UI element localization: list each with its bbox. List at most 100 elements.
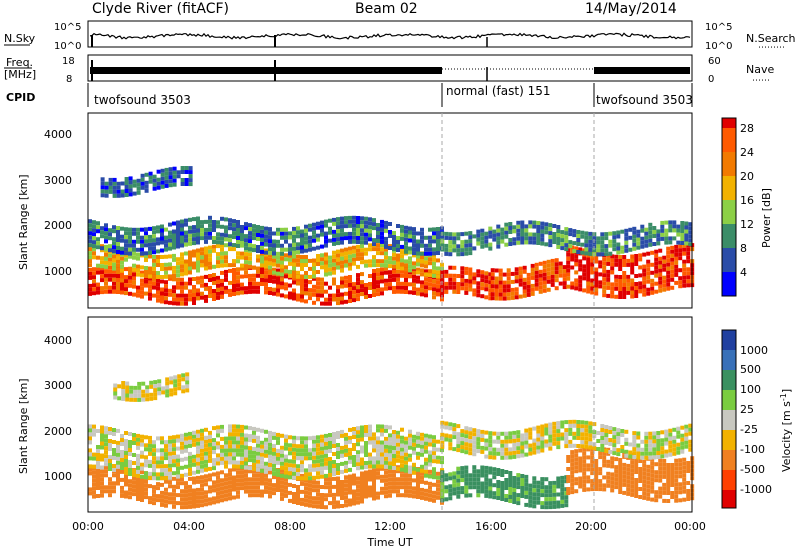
heatmap-cell xyxy=(540,241,545,246)
heatmap-cell xyxy=(456,252,461,257)
heatmap-cell xyxy=(634,258,639,262)
heatmap-cell xyxy=(526,292,531,297)
heatmap-cell xyxy=(316,293,320,298)
heatmap-cell xyxy=(224,217,228,222)
heatmap-cell xyxy=(512,237,517,242)
heatmap-cell xyxy=(276,456,280,461)
heatmap-cell xyxy=(328,449,332,453)
heatmap-cell xyxy=(132,480,136,485)
heatmap-cell xyxy=(530,263,535,268)
heatmap-cell xyxy=(532,496,537,501)
heatmap-cell xyxy=(276,472,280,477)
velocity-cbar-4 xyxy=(722,410,736,430)
heatmap-cell xyxy=(606,483,611,488)
heatmap-cell xyxy=(664,228,669,233)
heatmap-cell xyxy=(642,459,647,464)
heatmap-cell xyxy=(104,244,108,249)
heatmap-cell xyxy=(116,444,120,449)
heatmap-cell xyxy=(670,475,675,479)
heatmap-cell xyxy=(666,250,671,255)
heatmap-cell xyxy=(196,256,200,261)
heatmap-cell xyxy=(232,231,236,236)
heatmap-cell xyxy=(256,473,260,478)
heatmap-cell xyxy=(472,481,477,486)
heatmap-cell xyxy=(614,294,619,299)
heatmap-cell xyxy=(316,492,320,497)
heatmap-cell xyxy=(556,500,561,505)
heatmap-cell xyxy=(650,473,655,478)
heatmap-cell xyxy=(408,250,412,255)
heatmap-cell xyxy=(556,441,561,446)
heatmap-cell xyxy=(308,223,312,228)
heatmap-cell xyxy=(480,286,485,291)
heatmap-cell xyxy=(148,266,152,271)
heatmap-cell xyxy=(276,460,280,465)
heatmap-cell xyxy=(560,483,565,488)
heatmap-cell xyxy=(556,433,561,438)
heatmap-cell xyxy=(412,243,416,248)
heatmap-cell xyxy=(528,240,533,245)
heatmap-cell xyxy=(180,477,184,482)
heatmap-cell xyxy=(536,492,541,497)
heatmap-cell xyxy=(650,250,655,255)
heatmap-cell xyxy=(148,175,153,180)
heatmap-cell xyxy=(448,434,453,439)
heatmap-cell xyxy=(620,249,625,254)
heatmap-cell xyxy=(164,243,168,248)
heatmap-cell xyxy=(264,230,268,235)
heatmap-cell xyxy=(148,475,152,480)
heatmap-cell xyxy=(216,240,220,245)
heatmap-cell xyxy=(148,270,152,275)
heatmap-cell xyxy=(472,448,477,453)
heatmap-cell xyxy=(404,237,408,242)
heatmap-cell xyxy=(244,246,248,251)
heatmap-cell xyxy=(428,458,432,463)
heatmap-cell xyxy=(276,239,280,244)
heatmap-cell xyxy=(380,428,384,433)
heatmap-cell xyxy=(125,385,130,390)
heatmap-cell xyxy=(546,263,551,268)
heatmap-cell xyxy=(352,235,356,240)
heatmap-cell xyxy=(654,470,659,475)
heatmap-cell xyxy=(636,245,641,250)
heatmap-cell xyxy=(116,226,120,230)
heatmap-cell xyxy=(392,442,396,446)
heatmap-cell xyxy=(578,464,583,469)
heatmap-cell xyxy=(520,228,525,233)
heatmap-cell xyxy=(196,224,200,229)
heatmap-cell xyxy=(496,468,501,472)
heatmap-cell xyxy=(348,279,352,283)
heatmap-cell xyxy=(568,419,573,424)
heatmap-cell xyxy=(284,282,288,287)
heatmap-cell xyxy=(260,237,264,242)
heatmap-cell xyxy=(136,497,140,501)
heatmap-cell xyxy=(268,446,272,451)
heatmap-cell xyxy=(408,234,412,239)
heatmap-cell xyxy=(188,174,193,179)
heatmap-cell xyxy=(268,450,272,455)
heatmap-cell xyxy=(672,447,677,452)
heatmap-cell xyxy=(136,457,140,462)
heatmap-cell xyxy=(380,490,384,495)
heatmap-cell xyxy=(548,481,553,486)
heatmap-cell xyxy=(464,282,469,287)
heatmap-cell xyxy=(188,254,192,259)
heatmap-cell xyxy=(284,493,288,498)
heatmap-cell xyxy=(208,223,212,228)
heatmap-cell xyxy=(184,493,188,498)
heatmap-cell xyxy=(574,449,579,454)
heatmap-cell xyxy=(638,265,643,270)
heatmap-cell xyxy=(618,287,623,291)
heatmap-cell xyxy=(348,478,352,483)
heatmap-cell xyxy=(408,238,412,243)
heatmap-cell xyxy=(188,277,192,282)
heatmap-cell xyxy=(516,446,521,451)
heatmap-cell xyxy=(276,452,280,457)
heatmap-cell xyxy=(252,244,256,249)
heatmap-cell xyxy=(296,297,300,302)
heatmap-cell xyxy=(674,458,679,463)
heatmap-cell xyxy=(408,465,412,470)
heatmap-cell xyxy=(400,463,404,468)
heatmap-cell xyxy=(570,478,575,483)
heatmap-cell xyxy=(136,477,140,481)
